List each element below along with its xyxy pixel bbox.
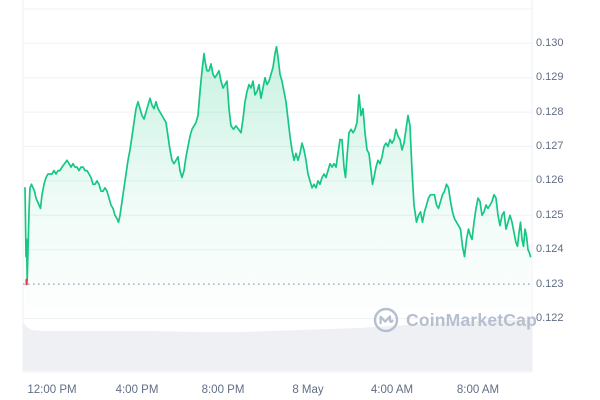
y-axis-label: 0.130 (536, 37, 564, 49)
y-axis-label: 0.128 (536, 106, 564, 118)
x-axis-label: 4:00 AM (370, 384, 414, 396)
coinmarketcap-logo-icon (373, 307, 399, 333)
low-marker (25, 278, 28, 286)
y-axis-label: 0.122 (536, 312, 564, 324)
y-axis-label: 0.127 (536, 140, 564, 152)
x-axis-label: 4:00 PM (115, 384, 159, 396)
y-axis-label: 0.124 (536, 243, 564, 255)
price-line (24, 45, 532, 282)
x-axis-label: 8:00 AM (456, 384, 500, 396)
price-area (25, 46, 531, 340)
coinmarketcap-watermark: CoinMarketCap (373, 307, 537, 333)
y-axis-label: 0.125 (536, 209, 564, 221)
x-axis-label: 12:00 PM (27, 384, 77, 396)
y-axis-label: 0.129 (536, 71, 564, 83)
x-axis-label: 8:00 PM (201, 384, 245, 396)
y-axis-label: 0.126 (536, 174, 564, 186)
y-axis-label: 0.123 (536, 278, 564, 290)
x-axis-label: 8 May (292, 384, 324, 396)
watermark-text: CoinMarketCap (406, 309, 537, 330)
